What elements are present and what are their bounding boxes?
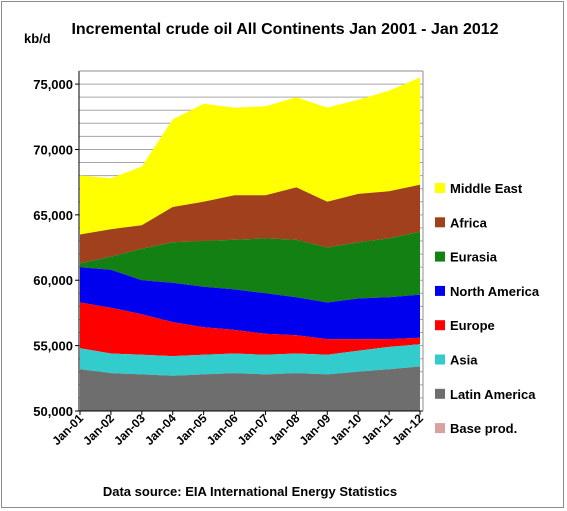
legend-label-latin-america: Latin America <box>450 387 536 402</box>
legend-label-asia: Asia <box>450 353 478 368</box>
y-tick-label: 50,000 <box>33 404 73 419</box>
y-tick-label: 75,000 <box>33 77 73 92</box>
y-tick-label: 60,000 <box>33 273 73 288</box>
legend-label-eurasia: Eurasia <box>450 250 498 265</box>
x-tick-label: Jan-04 <box>142 411 179 448</box>
legend-label-north-america: North America <box>450 284 540 299</box>
legend-swatch-africa <box>435 217 445 228</box>
y-unit-label: kb/d <box>24 31 51 46</box>
x-tick-label: Jan-06 <box>204 411 241 448</box>
axes <box>78 70 424 412</box>
legend-swatch-europe <box>435 320 445 331</box>
legend-label-base-prod: Base prod. <box>450 421 517 436</box>
x-tick-label: Jan-02 <box>80 411 117 448</box>
area-asia <box>80 344 420 376</box>
legend-swatch-eurasia <box>435 251 445 262</box>
data-source-note: Data source: EIA International Energy St… <box>103 484 397 499</box>
x-tick-label: Jan-03 <box>111 411 148 448</box>
area-europe <box>80 302 420 357</box>
area-series <box>80 77 420 411</box>
x-tick-label: Jan-09 <box>297 411 334 448</box>
legend-swatch-middle-east <box>435 183 445 193</box>
area-latin-america <box>80 366 420 411</box>
area-middle-east <box>80 77 420 235</box>
x-tick-label: Jan-08 <box>266 411 303 448</box>
legend-label-africa: Africa <box>450 215 488 230</box>
x-tick-labels: Jan-01Jan-02Jan-03Jan-04Jan-05Jan-06Jan-… <box>49 411 426 448</box>
legend-swatch-latin-america <box>435 388 445 399</box>
x-tick-label: Jan-05 <box>173 411 210 448</box>
legend-label-europe: Europe <box>450 318 495 333</box>
x-tick-label: Jan-07 <box>235 411 272 448</box>
legend: Middle East Africa Eurasia North America Eur… <box>435 181 540 436</box>
y-tick-label: 55,000 <box>33 339 73 354</box>
y-tick-labels: 50,000 55,000 60,000 65,000 70,000 75,000 <box>33 77 79 419</box>
legend-label-middle-east: Middle East <box>450 181 523 196</box>
x-tick-label: Jan-11 <box>359 411 396 448</box>
chart-title: Incremental crude oil All Continents Jan… <box>71 21 498 38</box>
legend-swatch-base-prod <box>435 423 445 434</box>
legend-swatch-north-america <box>435 285 445 296</box>
y-tick-label: 70,000 <box>33 142 73 157</box>
area-eurasia <box>80 231 420 303</box>
y-tick-label: 65,000 <box>33 208 73 223</box>
area-north-america <box>80 267 420 340</box>
x-tick-label: Jan-12 <box>389 411 426 448</box>
legend-swatch-asia <box>435 354 445 365</box>
x-tick-label: Jan-10 <box>328 411 365 448</box>
area-africa <box>80 184 420 264</box>
